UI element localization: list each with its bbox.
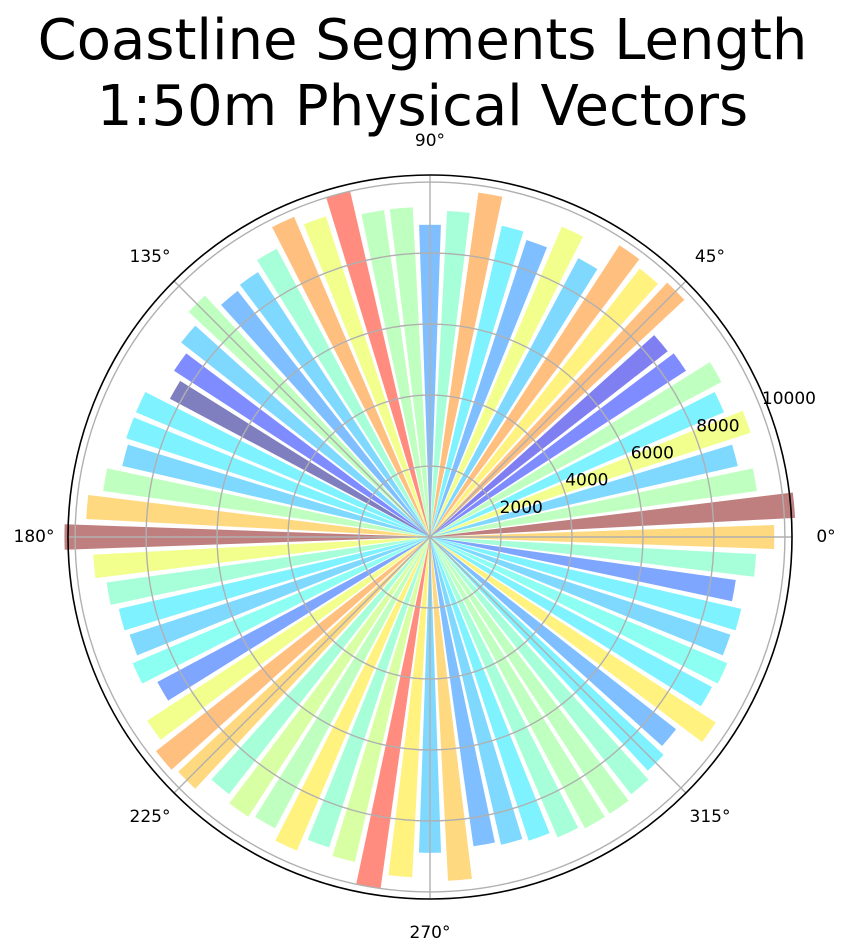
polar-frame: [67, 174, 793, 900]
bar-155deg: [135, 391, 431, 537]
bar-275deg: [430, 537, 472, 881]
bar-295deg: [430, 537, 579, 838]
bar-185deg: [93, 537, 430, 579]
bar-15deg: [430, 444, 738, 537]
bar-290deg: [430, 537, 550, 841]
bar-130deg: [221, 290, 430, 537]
bar-305deg: [430, 537, 629, 814]
bar-335deg: [430, 537, 728, 684]
radial-tick-label-4000: 4000: [565, 471, 608, 491]
bar-340deg: [430, 537, 731, 656]
bar-230deg: [211, 537, 430, 795]
bar-160deg: [126, 417, 430, 537]
angle-tick-label-135: 135°: [130, 247, 171, 267]
angular-gridline-5: [173, 536, 431, 794]
bar-345deg: [430, 537, 742, 631]
bar-330deg: [430, 537, 713, 707]
bar-175deg: [86, 495, 430, 537]
bar-195deg: [118, 537, 431, 631]
bar-95deg: [389, 207, 430, 537]
angle-tick-label-180: 180°: [14, 527, 55, 547]
bar-210deg: [157, 537, 430, 701]
bar-165deg: [122, 444, 430, 537]
bar-75deg: [430, 225, 524, 537]
bar-85deg: [430, 210, 470, 537]
bar-280deg: [430, 537, 495, 847]
bar-60deg: [430, 258, 598, 537]
bar-220deg: [155, 537, 430, 770]
bar-245deg: [275, 537, 430, 851]
bar-205deg: [132, 537, 430, 684]
bar-70deg: [430, 239, 547, 537]
bar-310deg: [430, 537, 649, 795]
angle-tick-label-225: 225°: [130, 807, 171, 827]
angular-gridline-1: [429, 280, 687, 538]
bar-30deg: [430, 362, 722, 537]
angle-tick-label-45: 45°: [695, 247, 725, 267]
angle-tick-label-315: 315°: [690, 807, 731, 827]
bar-355deg: [430, 537, 757, 577]
bar-285deg: [430, 537, 523, 845]
radial-tick-label-8000: 8000: [696, 416, 739, 436]
bar-5deg: [430, 492, 796, 537]
chart-title-line-2: 1:50m Physical Vectors: [96, 74, 749, 139]
bar-320deg: [430, 537, 677, 746]
bar-200deg: [129, 537, 430, 656]
bars-layer: [64, 191, 796, 889]
radial-tick-label-6000: 6000: [631, 444, 674, 464]
bar-10deg: [430, 468, 757, 537]
bar-140deg: [181, 325, 430, 537]
bar-120deg: [256, 248, 430, 537]
chart-title: Coastline Segments Length 1:50m Physical…: [0, 8, 845, 140]
angle-tick-label-90: 90°: [415, 131, 445, 151]
bar-115deg: [272, 216, 430, 537]
bar-240deg: [255, 537, 430, 829]
bar-265deg: [388, 537, 430, 878]
bar-170deg: [103, 468, 431, 537]
radial-tick-label-10000: 10000: [762, 389, 816, 409]
angular-gridline-3: [173, 280, 431, 538]
bar-55deg: [430, 245, 640, 537]
bar-255deg: [332, 537, 430, 863]
bar-325deg: [430, 537, 716, 743]
chart-title-line-1: Coastline Segments Length: [37, 8, 808, 73]
bar-35deg: [430, 353, 686, 537]
bar-100deg: [361, 210, 430, 537]
bar-110deg: [303, 216, 430, 537]
bar-190deg: [106, 537, 431, 605]
radial-tick-label-2000: 2000: [500, 498, 543, 518]
grid-layer: [67, 174, 793, 900]
bar-50deg: [430, 268, 658, 537]
bar-350deg: [430, 537, 736, 602]
bar-235deg: [229, 537, 430, 817]
bar-65deg: [430, 226, 584, 537]
angular-gridline-7: [429, 536, 687, 794]
bar-250deg: [307, 537, 430, 848]
bar-125deg: [239, 272, 430, 537]
bar-145deg: [174, 353, 430, 537]
bar-25deg: [430, 391, 725, 537]
bar-260deg: [356, 537, 430, 889]
bar-215deg: [147, 537, 431, 740]
bar-150deg: [169, 380, 430, 537]
angle-tick-label-0: 0°: [816, 527, 835, 547]
labels-layer: 0° 45° 90° 135° 180° 225° 270° 315° 2000 4000 6000…: [14, 131, 836, 943]
angle-tick-label-270: 270°: [410, 923, 451, 943]
bar-80deg: [430, 192, 503, 537]
bar-300deg: [430, 537, 605, 829]
bar-40deg: [430, 335, 668, 537]
bar-20deg: [430, 410, 751, 537]
bar-105deg: [326, 191, 430, 537]
